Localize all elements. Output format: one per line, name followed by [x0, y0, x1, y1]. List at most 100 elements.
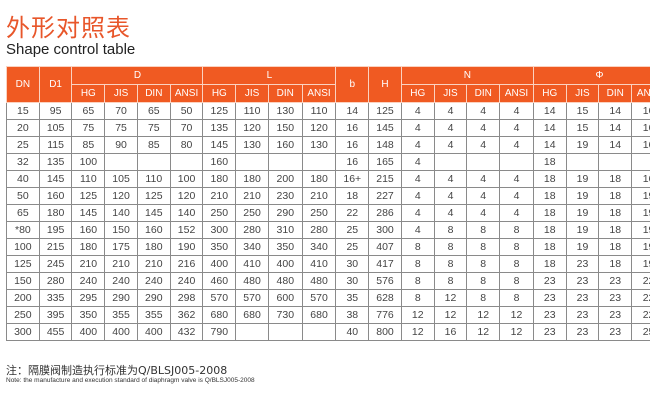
- table-cell: 18: [532, 238, 567, 256]
- table-cell: 120: [235, 119, 269, 137]
- table-cell: 70: [169, 119, 204, 137]
- table-cell: 16: [433, 323, 468, 341]
- table-cell: 15: [6, 102, 40, 120]
- table-cell: 240: [169, 272, 204, 290]
- table-cell: 19: [565, 170, 600, 188]
- table-cell: 19: [565, 187, 600, 205]
- note-en: Note: the manufacture and execution stan…: [6, 377, 255, 384]
- table-cell: 14: [335, 102, 370, 120]
- table-cell: 14: [532, 119, 567, 137]
- header-d1: D1: [38, 66, 73, 103]
- header-sub-din: DIN: [466, 84, 501, 103]
- table-cell: 115: [38, 136, 73, 154]
- table-cell: 105: [104, 170, 138, 188]
- table-cell: 23: [565, 306, 600, 324]
- table-cell: 180: [136, 238, 171, 256]
- table-cell: 110: [71, 170, 106, 188]
- table-cell: 4: [499, 102, 534, 120]
- table-cell: 227: [368, 187, 402, 205]
- table-cell: 125: [368, 102, 402, 120]
- table-cell: 4: [466, 204, 501, 222]
- table-cell: 776: [368, 306, 402, 324]
- table-cell: 18: [598, 170, 633, 188]
- table-cell: 23: [532, 272, 567, 290]
- table-cell: 65: [136, 102, 171, 120]
- table-cell: 4: [400, 153, 435, 171]
- table-cell: 8: [400, 255, 435, 273]
- table-cell: 12: [466, 323, 501, 341]
- table-cell: 335: [38, 289, 73, 307]
- table-cell: 4: [400, 187, 435, 205]
- table-cell: 4: [400, 221, 435, 239]
- table-cell: 14: [532, 102, 567, 120]
- table-cell: 19: [565, 238, 600, 256]
- table-cell: 300: [202, 221, 237, 239]
- table-cell: 16: [335, 136, 370, 154]
- table-cell: 355: [104, 306, 138, 324]
- table-cell: 32: [6, 153, 40, 171]
- table-cell: 4: [400, 102, 435, 120]
- table-cell: 8: [433, 255, 468, 273]
- table-cell: 4: [400, 170, 435, 188]
- table-row: 150 280 240 240 240 240 460 480 480 480 30 576 8 8 8 8 2…: [6, 272, 650, 290]
- table-cell: [499, 153, 534, 171]
- table-cell: 180: [235, 170, 269, 188]
- table-cell: 110: [301, 102, 337, 120]
- table-cell: 18: [598, 221, 633, 239]
- table-cell: 14: [598, 119, 633, 137]
- table-cell: 18: [335, 187, 370, 205]
- table-cell: 570: [235, 289, 269, 307]
- header-h: H: [368, 66, 402, 103]
- table-cell: 190: [169, 238, 204, 256]
- table-cell: 23: [565, 272, 600, 290]
- table-cell: 340: [235, 238, 269, 256]
- table-cell: 150: [267, 119, 303, 137]
- table-cell: 160: [71, 221, 106, 239]
- table-row: *80 195 160 150 160 152 300 280 310 280 25 300 4 8 8 8 1…: [6, 221, 650, 239]
- table-cell: 15: [565, 119, 600, 137]
- table-cell: 570: [301, 289, 337, 307]
- table-cell: 8: [400, 289, 435, 307]
- table-cell: 18: [532, 221, 567, 239]
- table-cell: 395: [38, 306, 73, 324]
- table-cell: 120: [169, 187, 204, 205]
- table-cell: 175: [104, 238, 138, 256]
- table-cell: 576: [368, 272, 402, 290]
- table-row: 300 455 400 400 400 432 790 40 800 12 16 12 12 23 23 23…: [6, 323, 650, 341]
- table-cell: 23: [565, 323, 600, 341]
- table-cell: 18: [532, 153, 567, 171]
- table-cell: 480: [301, 272, 337, 290]
- table-cell: 215: [368, 170, 402, 188]
- header-sub-din: DIN: [598, 84, 633, 103]
- table-cell: 210: [136, 255, 171, 273]
- table-cell: 245: [38, 255, 73, 273]
- table-cell: 160: [267, 136, 303, 154]
- table-cell: 4: [400, 119, 435, 137]
- table-cell: 18: [532, 170, 567, 188]
- header-sub-din: DIN: [136, 84, 171, 103]
- header-sub-din: DIN: [267, 84, 303, 103]
- shape-control-table: DN D1 D L b H N Φ HG JIS DIN ANSI HG JIS DIN AN…: [6, 66, 650, 341]
- table-cell: 100: [71, 153, 106, 171]
- table-cell: 4: [499, 170, 534, 188]
- table-cell: 12: [499, 306, 534, 324]
- table-cell: 12: [466, 306, 501, 324]
- table-cell: 400: [202, 255, 237, 273]
- table-cell: 300: [368, 221, 402, 239]
- table-cell: 120: [301, 119, 337, 137]
- table-cell: 210: [202, 187, 237, 205]
- table-cell: 400: [136, 323, 171, 341]
- table-cell: 8: [466, 289, 501, 307]
- table-cell: 140: [104, 204, 138, 222]
- table-cell: 240: [136, 272, 171, 290]
- table-row: 100 215 180 175 180 190 350 340 350 340 25 407 8 8 8 8 1…: [6, 238, 650, 256]
- table-cell: 30: [335, 272, 370, 290]
- table-row: 250 395 350 355 355 362 680 680 730 680 38 776 12 12 1…: [6, 306, 650, 324]
- table-cell: 180: [301, 170, 337, 188]
- table-cell: *80: [6, 221, 40, 239]
- table-cell: 125: [202, 102, 237, 120]
- header-sub-ansi: ANSI: [301, 84, 337, 103]
- table-cell: 18: [532, 187, 567, 205]
- table-cell: 8: [499, 238, 534, 256]
- table-cell: 8: [499, 289, 534, 307]
